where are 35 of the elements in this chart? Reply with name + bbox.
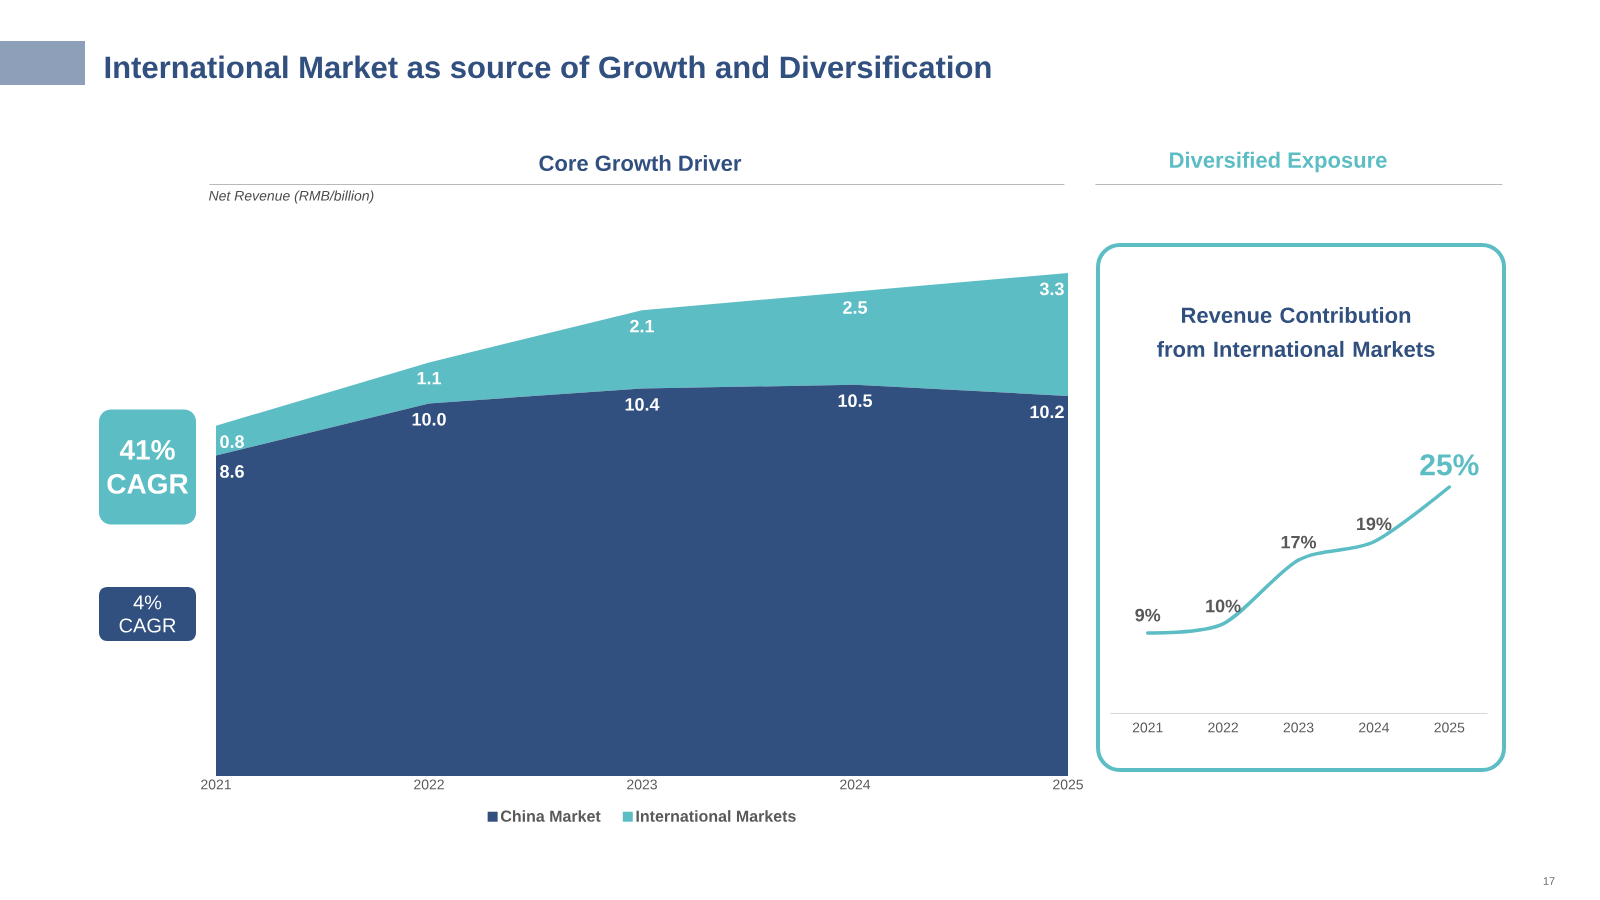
- x-tick-label: 2021: [1132, 722, 1163, 733]
- y-axis-title: Net Revenue (RMB/billion): [208, 190, 374, 204]
- text: International Market as source of Growth and Diversification: [105, 55, 991, 79]
- data-label: 2.1: [630, 319, 655, 333]
- x-tick-label: 2024: [840, 779, 871, 790]
- data-label: 2.5: [843, 301, 868, 314]
- data-label: 9%: [1135, 608, 1161, 622]
- legend-label: International Markets: [636, 810, 796, 822]
- text: 41% CAGR: [107, 440, 189, 494]
- data-label: 25%: [1420, 454, 1479, 476]
- x-tick-label: 2022: [1208, 722, 1238, 733]
- chart-title: Diversified Exposure: [1170, 151, 1387, 173]
- x-tick-label: 2024: [1359, 722, 1390, 733]
- data-label: 1.1: [417, 371, 442, 385]
- data-label: 10%: [1206, 599, 1241, 613]
- chart-title: Core Growth Driver: [539, 154, 742, 172]
- legend-label: China Market: [500, 810, 601, 822]
- chart-subtitle: Revenue Contribution from International Markets: [1157, 306, 1435, 358]
- text: 17: [1543, 877, 1555, 885]
- data-label: 10.4: [625, 398, 660, 411]
- data-label: 0.8: [220, 435, 245, 449]
- text: 4% CAGR: [119, 595, 176, 633]
- x-tick-label: 2025: [1434, 722, 1465, 733]
- data-label: 3.3: [1039, 282, 1064, 296]
- data-label: 10.2: [1030, 405, 1064, 419]
- data-label: 19%: [1357, 517, 1392, 531]
- data-label: 8.6: [220, 465, 244, 478]
- data-label: 10.5: [838, 394, 873, 408]
- x-tick-label: 2021: [201, 779, 231, 790]
- x-tick-label: 2022: [414, 779, 444, 790]
- data-label: 17%: [1281, 535, 1317, 549]
- x-tick-label: 2023: [627, 779, 657, 790]
- x-tick-label: 2025: [1053, 779, 1083, 790]
- data-label: 10.0: [412, 412, 446, 426]
- x-tick-label: 2023: [1283, 722, 1314, 733]
